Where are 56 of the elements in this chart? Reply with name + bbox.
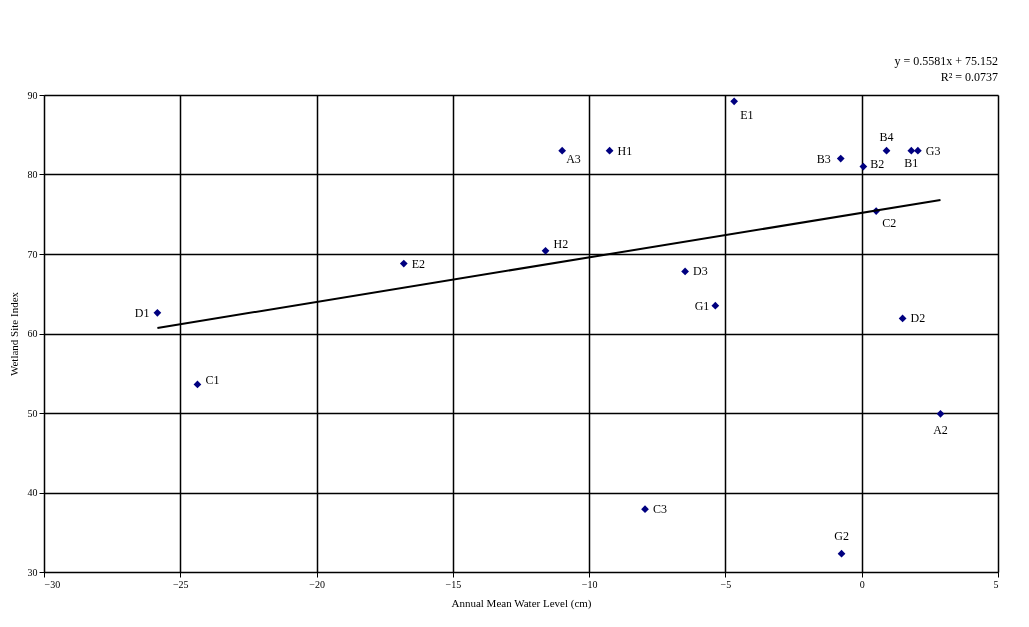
point (907, 146, 916, 155)
x-axis-title: Annual Mean Water Level (cm) (451, 596, 592, 610)
y-tick-label: 60 (27, 328, 38, 339)
point (541, 246, 550, 255)
x-tick-label: −30 (44, 578, 61, 590)
point (730, 97, 739, 106)
data-label: C1 (205, 373, 220, 388)
x-tick-label: 0 (859, 578, 865, 590)
data-label: G2 (834, 528, 849, 543)
x-tick-label: 5 (993, 578, 999, 590)
data-label: B3 (816, 151, 831, 166)
point (711, 301, 720, 310)
data-label: B2 (870, 156, 885, 171)
point (837, 549, 846, 558)
text: y = 0.5581x + 75.152 (894, 54, 998, 68)
x-tick-label: −25 (172, 578, 189, 590)
text: R² = 0.0737 (940, 70, 998, 84)
data-label: D3 (693, 264, 708, 279)
x-tick-label: −15 (445, 578, 462, 590)
y-tick-label: 50 (27, 407, 38, 419)
data-label: C3 (653, 502, 668, 517)
x-tick-label: −20 (309, 578, 325, 590)
point (399, 259, 408, 268)
data-label: A2 (933, 422, 948, 437)
y-tick-label: 80 (27, 169, 38, 180)
y-tick-label: 70 (27, 248, 38, 260)
point (605, 146, 614, 155)
point (558, 146, 567, 155)
point (913, 146, 922, 155)
data-label: E2 (411, 256, 426, 271)
data-label: G3 (925, 143, 941, 158)
data-label: B4 (879, 129, 894, 144)
data-label: C2 (882, 216, 897, 231)
point (882, 146, 891, 155)
x-tick-label: −10 (581, 578, 598, 590)
y-axis-title: Wetland Site Index (7, 291, 20, 377)
data-label: G1 (694, 298, 710, 313)
data-label: E1 (740, 108, 754, 123)
point (193, 380, 202, 389)
y-tick-label: 30 (27, 566, 38, 578)
point (859, 162, 868, 171)
point (936, 409, 945, 418)
data-label: H1 (617, 143, 633, 158)
data-label: D2 (910, 311, 926, 326)
data-label: D1 (134, 305, 150, 320)
data-label: B1 (904, 155, 919, 170)
point (836, 154, 845, 163)
point (153, 308, 162, 317)
x-tick-label: −5 (720, 578, 732, 590)
point (641, 505, 649, 514)
data-label: A3 (566, 151, 581, 166)
data-label: H2 (553, 236, 569, 251)
y-tick-label: 90 (27, 89, 38, 101)
point (681, 267, 689, 276)
point (898, 314, 907, 323)
y-tick-label: 40 (27, 487, 38, 498)
